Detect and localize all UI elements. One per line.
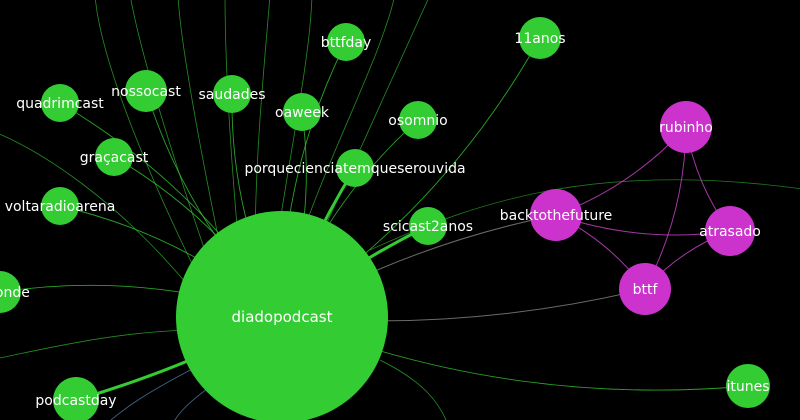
node-diadopodcast[interactable] xyxy=(176,211,388,420)
edge-offscreen xyxy=(177,0,226,271)
node-itunes[interactable] xyxy=(726,364,770,408)
node-label-atrasado: atrasado xyxy=(699,224,761,240)
node-quadrimcast[interactable] xyxy=(41,84,79,122)
node-bttfday[interactable] xyxy=(327,23,365,61)
node-label-osomnio: osomnio xyxy=(388,113,447,129)
node-label-bttfday: bttfday xyxy=(321,35,372,51)
node-label-nossocast: nossocast xyxy=(111,84,181,100)
node-rubinho[interactable] xyxy=(660,101,712,153)
edge-offscreen xyxy=(0,133,201,301)
node-label-esponde: esponde xyxy=(0,285,30,301)
node-label-saudades: saudades xyxy=(198,87,265,103)
edge-offscreen xyxy=(309,0,429,261)
node-label-bttf: bttf xyxy=(633,282,659,298)
node-scicast2anos[interactable] xyxy=(409,207,447,245)
edge-offscreen xyxy=(0,329,201,359)
node-porquecienciatemqueserouvida[interactable] xyxy=(336,149,374,187)
node-backtothefuture[interactable] xyxy=(530,189,582,241)
node-11anos[interactable] xyxy=(519,17,561,59)
node-nossocast[interactable] xyxy=(125,70,167,112)
node-label-oaweek: oaweek xyxy=(275,105,330,121)
node-label-podcastday: podcastday xyxy=(35,393,116,409)
nodes-layer xyxy=(0,17,770,420)
node-label-gracacast: graçacast xyxy=(80,150,149,166)
node-label-rubinho: rubinho xyxy=(659,120,713,136)
node-label-porquecienciatemqueserouvida: porquecienciatemqueserouvida xyxy=(244,161,465,177)
node-voltaradioarena[interactable] xyxy=(41,187,79,225)
node-label-11anos: 11anos xyxy=(514,31,565,47)
node-label-voltaradioarena: voltaradioarena xyxy=(5,199,116,215)
node-oaweek[interactable] xyxy=(283,93,321,131)
edge-offscreen xyxy=(95,0,206,291)
node-bttf[interactable] xyxy=(619,263,671,315)
node-saudades[interactable] xyxy=(213,75,251,113)
edge-offscreen xyxy=(379,359,447,420)
edge-offscreen xyxy=(130,0,216,281)
labels-layer: diadopodcast bttfday 11anos nossocast quadri… xyxy=(0,31,770,409)
node-label-scicast2anos: scicast2anos xyxy=(383,219,473,235)
node-esponde[interactable] xyxy=(0,271,21,313)
node-label-diadopodcast: diadopodcast xyxy=(232,308,333,326)
node-label-backtothefuture: backtothefuture xyxy=(500,208,613,224)
node-label-itunes: itunes xyxy=(726,379,769,395)
node-atrasado[interactable] xyxy=(705,206,755,256)
node-gracacast[interactable] xyxy=(95,138,133,176)
node-osomnio[interactable] xyxy=(399,101,437,139)
node-label-quadrimcast: quadrimcast xyxy=(16,96,104,112)
node-podcastday[interactable] xyxy=(53,377,99,420)
